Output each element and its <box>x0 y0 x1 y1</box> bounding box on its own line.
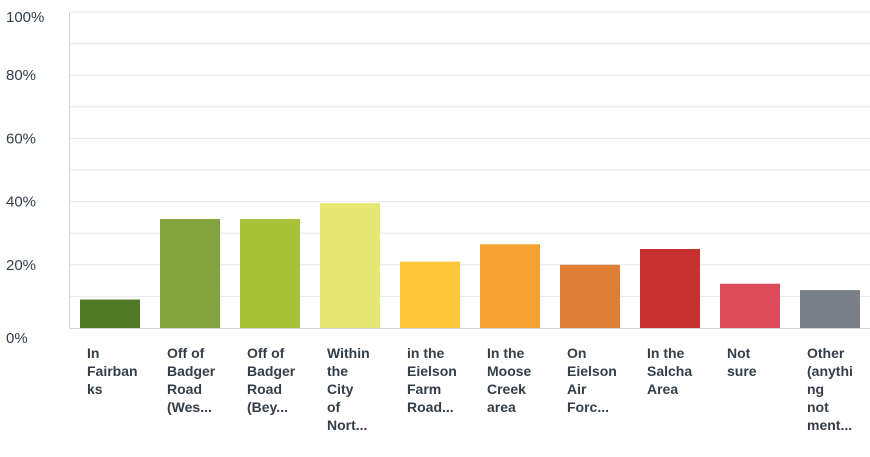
bars <box>80 203 860 328</box>
bar[interactable] <box>560 264 620 328</box>
x-tick-label: In the Moose Creek area <box>487 345 532 415</box>
x-tick-label: Not sure <box>727 345 757 379</box>
x-tick-label: Off of Badger Road (Bey... <box>247 345 296 415</box>
bar[interactable] <box>640 249 700 328</box>
y-tick-label: 40% <box>6 194 36 211</box>
bar[interactable] <box>800 290 860 328</box>
bar[interactable] <box>80 299 140 328</box>
x-tick-label: In Fairban ks <box>87 345 138 397</box>
x-tick-label: Within the City of Nort... <box>327 345 370 433</box>
bar[interactable] <box>480 244 540 328</box>
bar[interactable] <box>720 283 780 328</box>
x-tick-label: On Eielson Air Forc... <box>567 345 617 415</box>
x-axis-labels: In Fairban ks Off of Badger Road (Wes... Off of… <box>87 345 853 433</box>
bar[interactable] <box>320 203 380 328</box>
x-tick-label: In the Salcha Area <box>647 345 692 397</box>
y-tick-label: 20% <box>6 257 36 274</box>
x-tick-label: Other (anythi ng not ment... <box>807 345 853 433</box>
y-tick-label: 80% <box>6 67 36 84</box>
x-tick-label: Off of Badger Road (Wes... <box>167 345 216 415</box>
bar[interactable] <box>400 261 460 328</box>
y-tick-label: 0% <box>6 330 28 347</box>
bar[interactable] <box>160 218 220 328</box>
y-tick-label: 60% <box>6 130 36 147</box>
y-axis: 0% 20% 40% 60% 80% 100% <box>6 9 870 347</box>
x-tick-label: in the Eielson Farm Road... <box>407 345 457 415</box>
bar[interactable] <box>240 218 300 328</box>
y-tick-label: 100% <box>6 9 44 26</box>
